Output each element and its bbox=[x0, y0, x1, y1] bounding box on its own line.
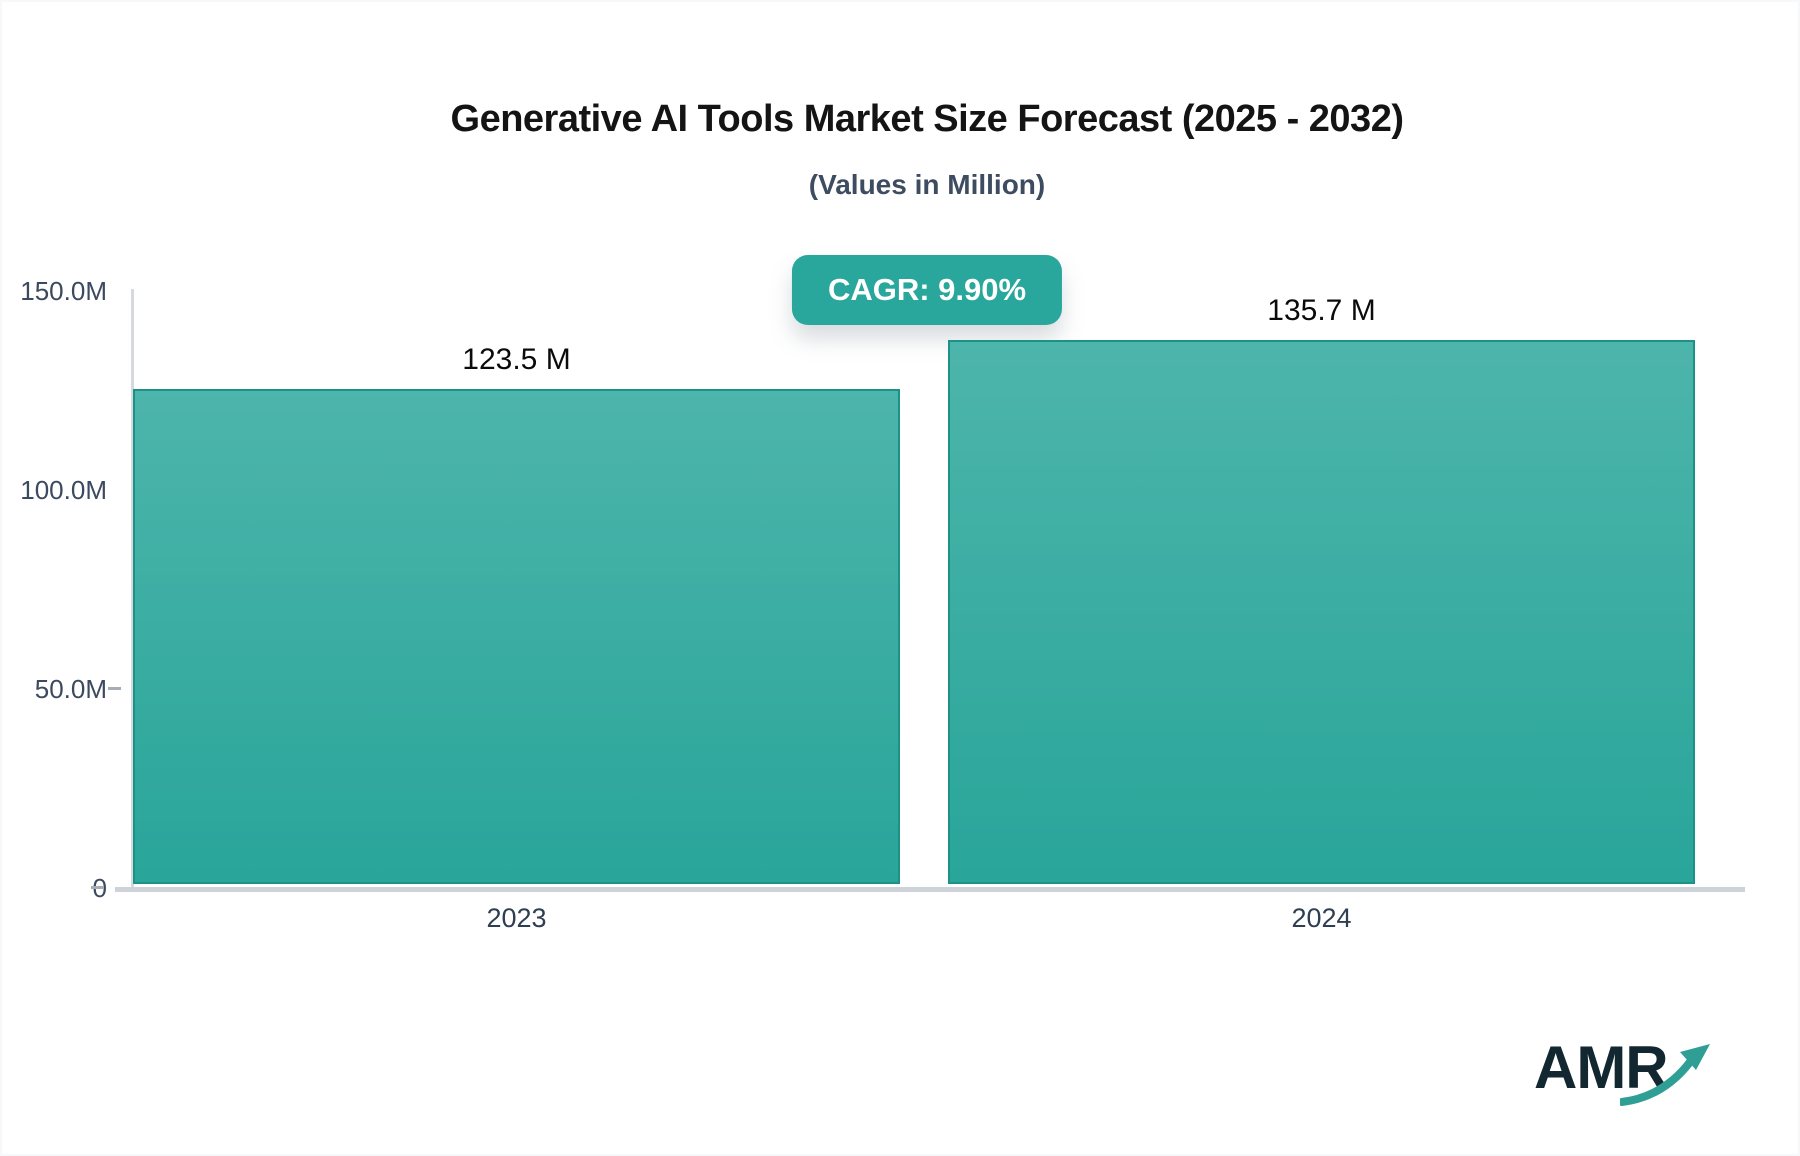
y-axis-label-50: 50.0M bbox=[34, 674, 107, 704]
x-axis-label-2024: 2024 bbox=[1291, 903, 1352, 933]
y-axis-label-150: 150.0M bbox=[20, 276, 107, 306]
bar-value-label-2024: 135.7 M bbox=[1267, 294, 1376, 327]
chart-title: Generative AI Tools Market Size Forecast… bbox=[450, 98, 1404, 140]
y-axis-tick-50 bbox=[108, 687, 121, 690]
y-axis-label-100: 100.0M bbox=[20, 475, 107, 505]
bar-2023[interactable] bbox=[133, 389, 900, 884]
y-axis-tick-0 bbox=[91, 886, 104, 889]
chart-subtitle: (Values in Million) bbox=[808, 169, 1046, 200]
x-axis-label-2023: 2023 bbox=[486, 903, 547, 933]
y-axis-line bbox=[131, 289, 134, 889]
growth-arrow-icon bbox=[1620, 1044, 1710, 1106]
bar-2024[interactable] bbox=[948, 340, 1695, 884]
cagr-badge: CAGR: 9.90% bbox=[791, 255, 1063, 325]
amr-logo: AMR bbox=[1534, 1038, 1714, 1110]
bar-value-label-2023: 123.5 M bbox=[462, 343, 571, 376]
x-axis-line bbox=[115, 887, 1745, 892]
amr-logo-text: AMR bbox=[1534, 1034, 1669, 1101]
